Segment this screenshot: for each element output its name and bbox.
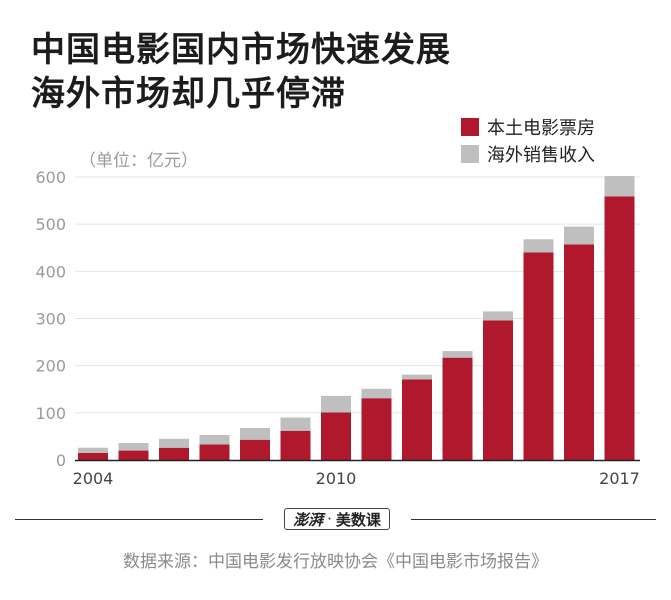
bar-overseas-2010 xyxy=(321,395,351,413)
x-tick-label-2004: 2004 xyxy=(73,469,114,488)
bar-domestic-2013 xyxy=(442,357,473,460)
y-tick-label-100: 100 xyxy=(35,404,66,423)
legend-label-domestic: 本土电影票房 xyxy=(487,118,595,139)
chart-title-line-1: 中国电影国内市场快速发展 xyxy=(31,30,451,70)
bar-domestic-2009 xyxy=(280,430,311,460)
y-axis-unit-label: （单位：亿元） xyxy=(79,151,198,171)
y-tick-label-300: 300 xyxy=(35,310,66,329)
bar-domestic-2005 xyxy=(118,450,149,460)
bar-domestic-2015 xyxy=(523,252,554,460)
bar-domestic-2012 xyxy=(402,379,432,460)
x-tick-label-2017: 2017 xyxy=(599,469,640,488)
brand-separator: · xyxy=(327,510,332,528)
bar-domestic-2010 xyxy=(321,412,351,460)
brand-section-name: 美数课 xyxy=(335,510,381,529)
y-tick-label-500: 500 xyxy=(35,215,66,234)
chart-title-line-2: 海外市场却几乎停滞 xyxy=(31,74,346,114)
data-source-note: 数据来源：中国电影发行放映协会《中国电影市场报告》 xyxy=(123,552,548,572)
gridlines xyxy=(75,176,640,414)
chart-legend: 本土电影票房 海外销售收入 xyxy=(461,115,595,169)
bar-overseas-2006 xyxy=(159,438,189,448)
legend-swatch-domestic xyxy=(461,118,479,136)
x-tick-label-2010: 2010 xyxy=(316,469,357,488)
y-tick-label-200: 200 xyxy=(35,357,66,376)
bar-overseas-2012 xyxy=(402,374,432,380)
bar-domestic-2006 xyxy=(159,447,189,460)
brand-badge: 澎湃 · 美数课 xyxy=(284,508,390,530)
brand-logo: 澎湃 · 美数课 xyxy=(263,504,411,534)
legend-label-overseas: 海外销售收入 xyxy=(487,145,595,166)
legend-swatch-overseas xyxy=(461,145,479,163)
y-tick-label-0: 0 xyxy=(56,451,66,470)
legend-item-domestic: 本土电影票房 xyxy=(461,115,595,139)
stacked-bar-chart: 0 100 200 300 400 500 600 2004 2010 2017 xyxy=(35,168,640,488)
bar-domestic-2004 xyxy=(78,452,108,460)
bar-domestic-2008 xyxy=(240,439,270,460)
bar-overseas-2013 xyxy=(442,351,473,358)
bar-overseas-2014 xyxy=(483,311,513,321)
y-tick-label-400: 400 xyxy=(35,262,66,281)
brand-name: 澎湃 xyxy=(293,510,324,529)
x-axis-tick-labels: 2004 2010 2017 xyxy=(73,469,640,488)
bar-overseas-2016 xyxy=(564,226,594,245)
bar-overseas-2007 xyxy=(199,435,230,445)
bar-overseas-2017 xyxy=(604,176,635,197)
bar-overseas-2004 xyxy=(78,447,108,453)
bar-domestic-2011 xyxy=(361,398,392,460)
bar-domestic-2014 xyxy=(483,320,513,460)
bar-domestic-2017 xyxy=(604,196,635,461)
y-tick-label-600: 600 xyxy=(35,168,66,187)
bar-overseas-2015 xyxy=(523,239,554,253)
bars xyxy=(78,176,635,461)
bar-overseas-2008 xyxy=(240,427,270,440)
legend-item-overseas: 海外销售收入 xyxy=(461,142,595,166)
bar-overseas-2011 xyxy=(361,388,392,399)
y-axis-tick-labels: 0 100 200 300 400 500 600 xyxy=(35,168,66,470)
bar-domestic-2007 xyxy=(199,444,230,460)
bar-overseas-2005 xyxy=(118,443,149,451)
bar-overseas-2009 xyxy=(280,417,311,431)
bar-domestic-2016 xyxy=(564,244,594,460)
